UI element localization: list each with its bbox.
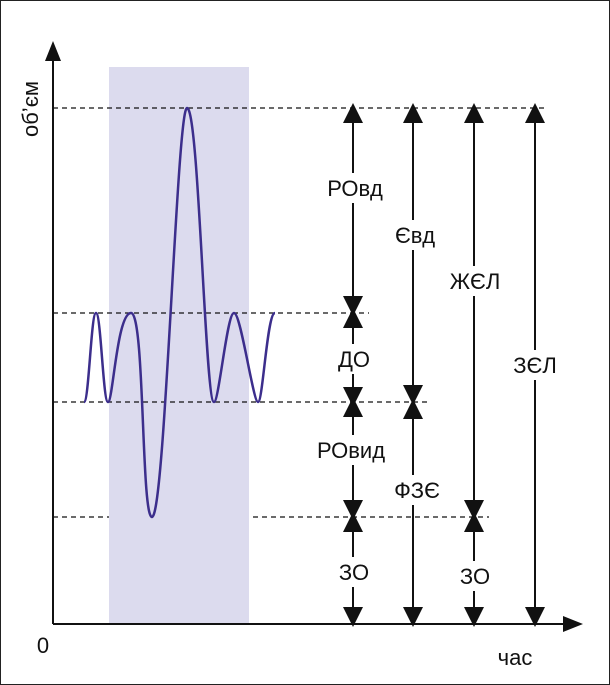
origin-label: 0 [37,633,49,658]
label-bg-do [333,344,375,374]
label-zhel: ЖЄЛ [450,269,501,294]
y-axis-label: об’єм [18,81,43,137]
label-do: ДО [338,347,370,372]
label-bg-zel [507,350,563,380]
label-bg-zhel [442,266,508,296]
label-fze: ФЗЄ [394,478,440,503]
breathing-curve [82,106,277,519]
label-rovd: РОвд [327,176,383,201]
label-backgrounds [307,173,563,591]
label-zo2: ЗО [460,564,490,589]
label-bg-rovd [319,173,391,203]
label-bg-yevd [387,220,443,250]
x-axis-label: час [498,645,533,670]
y-axis-arrow [45,41,61,61]
label-bg-zo2 [455,561,495,591]
label-bg-fze [389,475,445,505]
label-rovyd: РОвид [317,438,385,463]
label-bg-rovyd [307,435,395,465]
x-axis-arrow [563,616,583,632]
label-zo: ЗО [339,560,369,585]
label-yevd: Євд [395,223,435,248]
label-zel: ЗЄЛ [513,353,557,378]
label-bg-zo [334,557,374,587]
level-guides [53,107,546,518]
forced-breath-highlight [109,67,249,624]
